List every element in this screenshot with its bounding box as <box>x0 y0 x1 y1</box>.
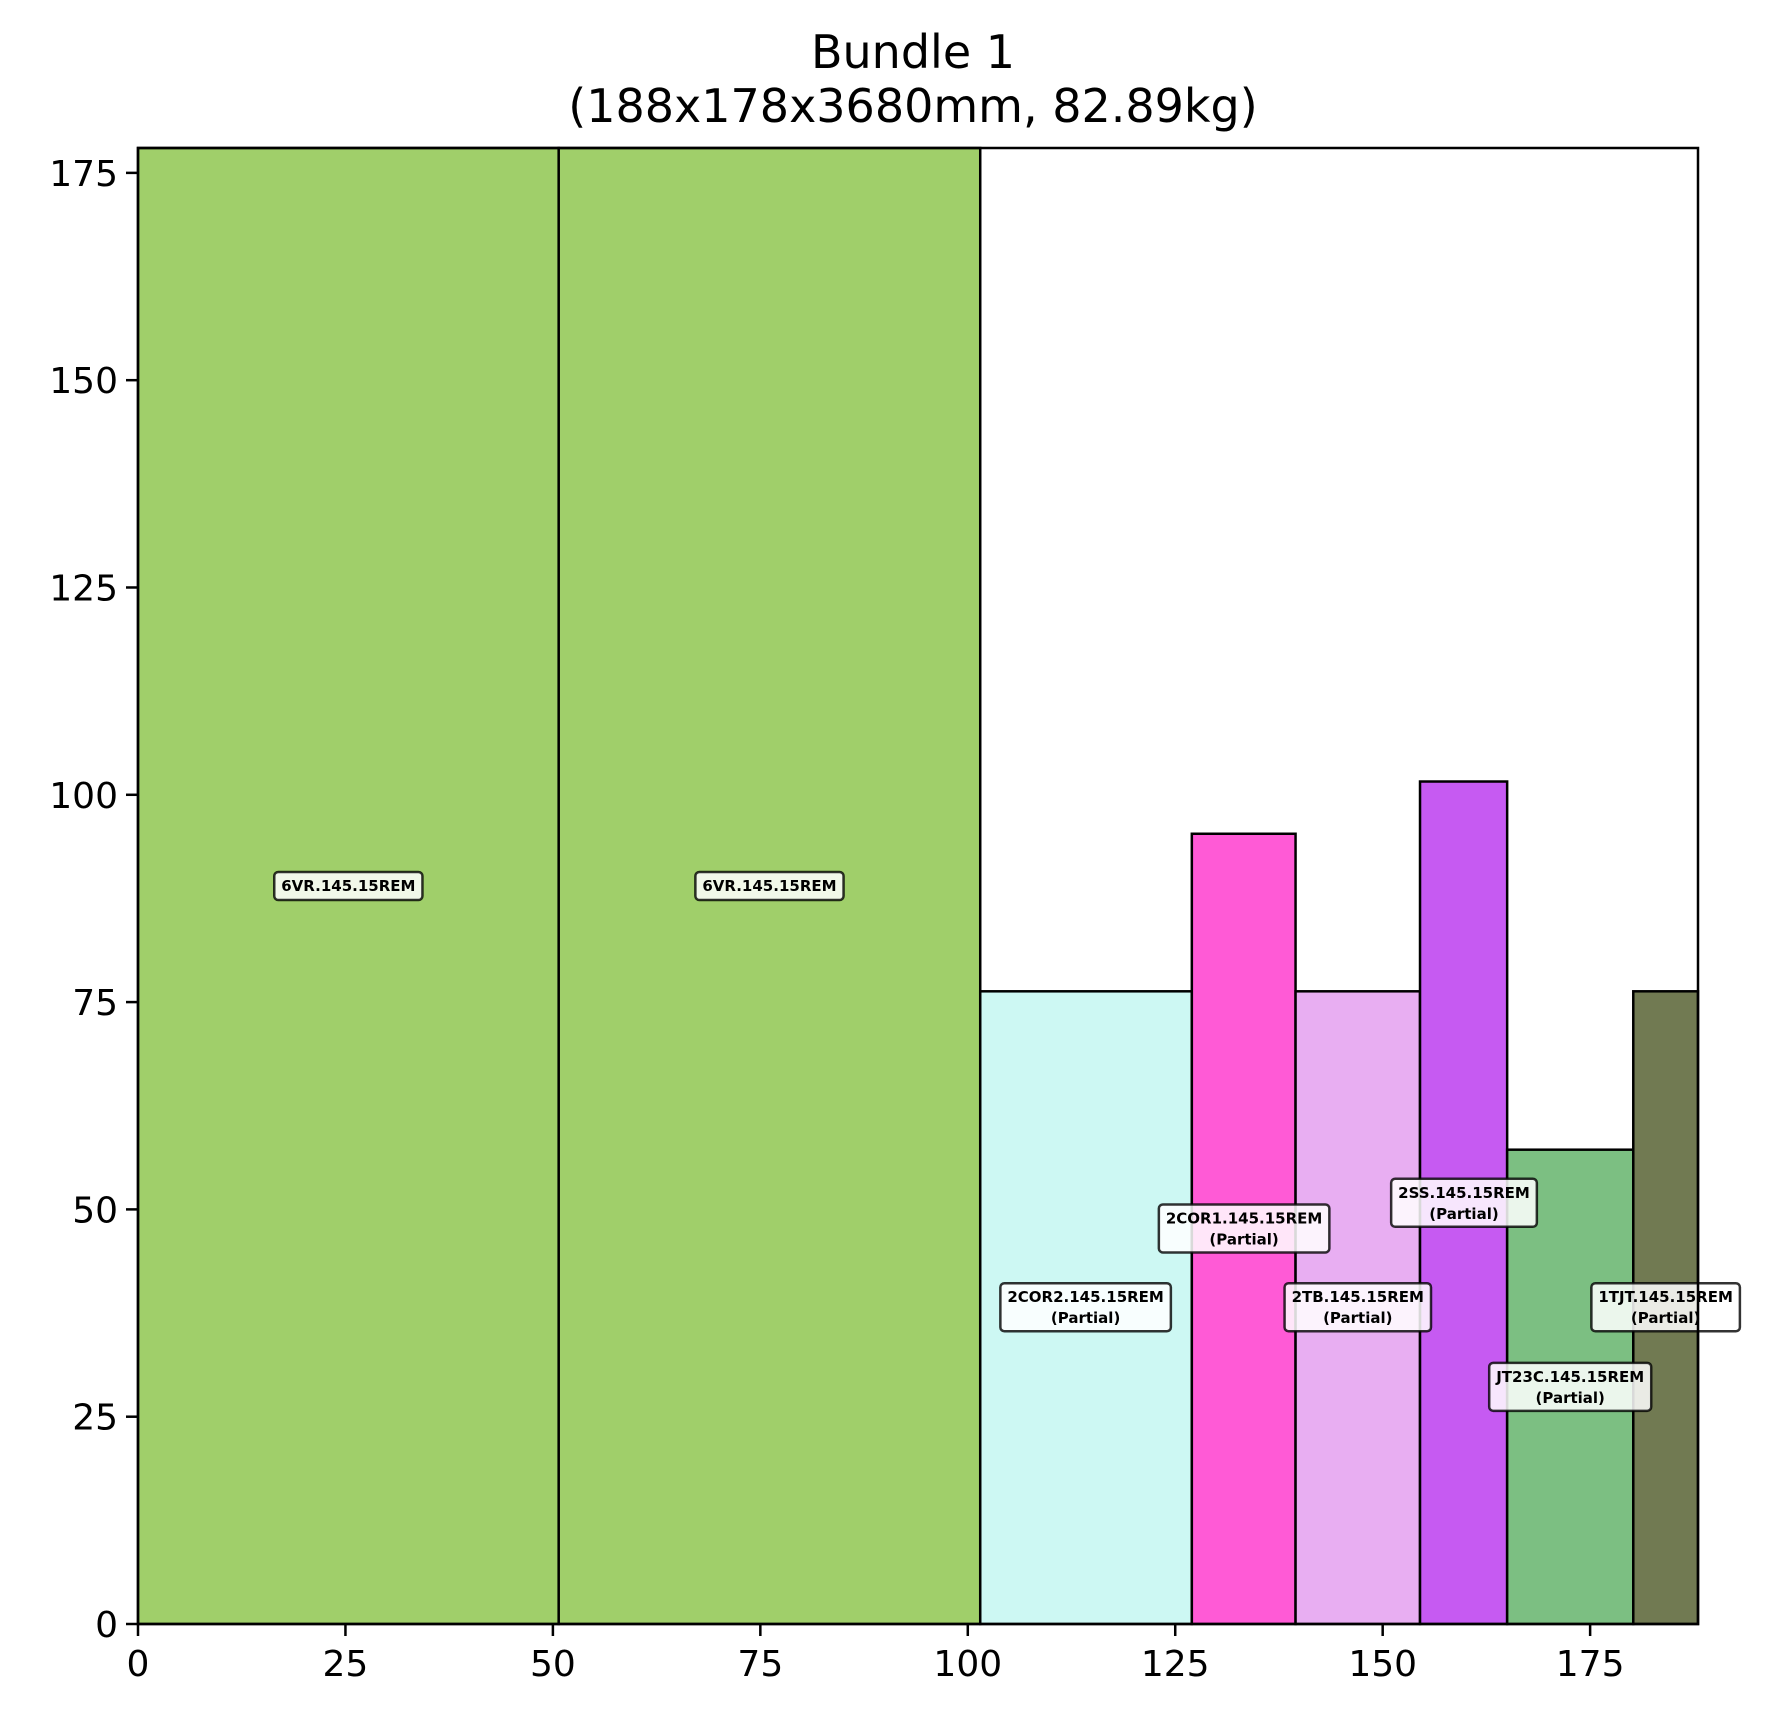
piece-label-box <box>273 870 424 902</box>
piece-label-name: 2COR2.145.15REM <box>1007 1288 1164 1306</box>
y-tick-label: 100 <box>49 776 118 817</box>
y-tick-label: 50 <box>72 1190 118 1231</box>
piece-label-name: 2COR1.145.15REM <box>1166 1209 1323 1227</box>
piece-label-partial: (Partial) <box>1051 1309 1120 1327</box>
piece-label-partial: (Partial) <box>1209 1230 1278 1248</box>
x-tick-label: 100 <box>933 1644 1002 1685</box>
piece-label: 2SS.145.15REM (Partial) <box>1389 1177 1539 1229</box>
piece-label-name: 1TJT.145.15REM <box>1598 1288 1733 1306</box>
chart-subtitle: (188x178x3680mm, 82.89kg) <box>568 79 1257 133</box>
piece-label-name: 2TB.145.15REM <box>1292 1288 1424 1306</box>
piece-label-name: JT23C.145.15REM <box>1495 1368 1644 1386</box>
x-tick-label: 25 <box>323 1644 369 1685</box>
piece-label: 6VR.145.15REM <box>694 870 845 902</box>
piece-label-partial: (Partial) <box>1631 1309 1700 1327</box>
plot-frame <box>136 146 1700 1626</box>
x-tick-label: 0 <box>127 1644 150 1685</box>
piece-label-name: 2SS.145.15REM <box>1398 1184 1530 1202</box>
piece-label: 2COR1.145.15REM (Partial) <box>1157 1203 1331 1254</box>
piece-label-partial: (Partial) <box>1323 1309 1392 1327</box>
y-tick-label: 0 <box>95 1605 118 1646</box>
piece-label-box <box>1389 1177 1539 1229</box>
piece-label-box <box>1157 1203 1331 1254</box>
piece-label-partial: (Partial) <box>1536 1389 1605 1407</box>
chart-title: Bundle 1 <box>811 25 1015 79</box>
piece-label: JT23C.145.15REM (Partial) <box>1487 1361 1653 1413</box>
piece-label: 2COR2.145.15REM (Partial) <box>999 1281 1173 1333</box>
piece-label: 2TB.145.15REM (Partial) <box>1283 1281 1433 1333</box>
y-tick-label: 175 <box>49 154 118 195</box>
piece-label-box <box>1590 1281 1742 1333</box>
piece-label-name: 6VR.145.15REM <box>702 877 836 895</box>
piece-label-name: 6VR.145.15REM <box>281 877 415 895</box>
piece-label-box <box>999 1281 1173 1333</box>
y-tick-label: 25 <box>72 1398 118 1439</box>
y-tick-label: 125 <box>49 568 118 609</box>
piece-label: 1TJT.145.15REM (Partial) <box>1590 1281 1742 1333</box>
x-tick-label: 50 <box>530 1644 576 1685</box>
x-tick-label: 175 <box>1556 1644 1625 1685</box>
x-tick-label: 150 <box>1348 1644 1417 1685</box>
piece-labels-layer: 6VR.145.15REM 6VR.145.15REM 2COR2.145.15RE… <box>273 870 1742 1413</box>
piece-label-partial: (Partial) <box>1429 1205 1498 1223</box>
y-tick-label: 150 <box>49 361 118 402</box>
y-axis: 0 25 50 75 100 125 150 175 <box>49 154 138 1646</box>
piece-label-box <box>1283 1281 1433 1333</box>
x-tick-label: 125 <box>1141 1644 1210 1685</box>
y-tick-label: 75 <box>72 983 118 1024</box>
piece-label: 6VR.145.15REM <box>273 870 424 902</box>
piece-label-box <box>1487 1361 1653 1413</box>
piece-label-box <box>694 870 845 902</box>
x-axis: 0 25 50 75 100 125 150 175 <box>127 1624 1625 1685</box>
x-tick-label: 75 <box>737 1644 783 1685</box>
